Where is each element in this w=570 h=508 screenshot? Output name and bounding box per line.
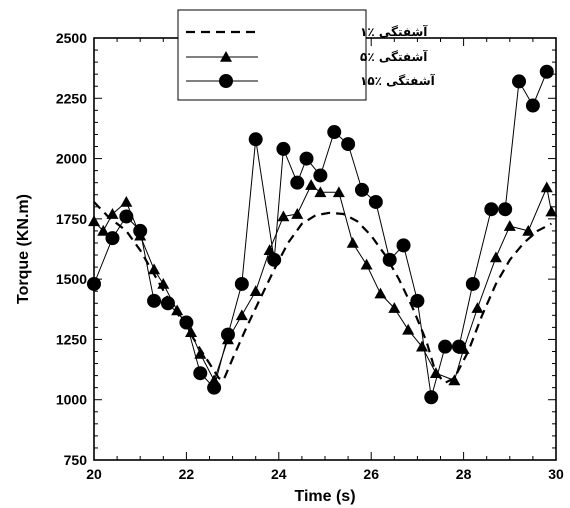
y-tick-label: 2000 bbox=[56, 151, 87, 167]
data-point bbox=[194, 347, 207, 359]
legend-label: آشفتگی ٪۵ bbox=[360, 49, 428, 64]
data-point bbox=[305, 179, 318, 190]
data-point bbox=[346, 236, 359, 248]
data-point bbox=[276, 141, 291, 156]
x-tick-label: 30 bbox=[548, 466, 564, 482]
data-point bbox=[429, 367, 442, 378]
data-point bbox=[327, 125, 342, 140]
x-tick-labels: 20 22 24 26 28 30 bbox=[86, 466, 564, 482]
y-tick-label: 1250 bbox=[56, 331, 87, 347]
data-point bbox=[341, 137, 356, 152]
x-tick-label: 24 bbox=[271, 466, 287, 482]
data-point bbox=[160, 296, 175, 311]
data-point bbox=[207, 380, 222, 395]
data-point bbox=[503, 220, 516, 231]
data-point bbox=[332, 186, 345, 198]
axis-ticks bbox=[93, 37, 557, 461]
data-point bbox=[171, 304, 184, 316]
data-point bbox=[119, 209, 134, 224]
data-point bbox=[193, 366, 208, 381]
y-axis-title: Torque (KN.m) bbox=[15, 194, 32, 304]
data-point bbox=[120, 195, 133, 207]
y-tick-label: 1000 bbox=[56, 392, 87, 408]
data-point bbox=[525, 98, 540, 113]
data-point bbox=[185, 326, 198, 337]
data-point bbox=[249, 285, 262, 296]
legend-marker bbox=[219, 74, 233, 88]
plot-frame bbox=[93, 37, 557, 461]
x-tick-label: 22 bbox=[179, 466, 195, 482]
series-line bbox=[93, 71, 548, 398]
data-point bbox=[313, 168, 328, 183]
data-point bbox=[388, 302, 401, 313]
x-tick-label: 28 bbox=[456, 466, 472, 482]
series-1 bbox=[93, 201, 552, 385]
data-point bbox=[157, 277, 170, 289]
data-point bbox=[545, 205, 558, 217]
y-tick-label: 750 bbox=[64, 452, 88, 468]
data-point bbox=[512, 74, 527, 89]
data-point bbox=[540, 181, 553, 193]
y-tick-label: 2500 bbox=[56, 30, 87, 46]
data-point bbox=[471, 302, 484, 313]
data-point bbox=[87, 276, 101, 291]
data-point bbox=[424, 390, 439, 405]
data-point bbox=[360, 258, 373, 270]
data-point bbox=[539, 64, 554, 79]
data-point bbox=[489, 251, 502, 263]
data-point bbox=[374, 287, 387, 299]
series-line bbox=[93, 201, 552, 385]
y-tick-labels: 750 1000 1250 1500 1750 2000 2250 2500 bbox=[56, 30, 87, 468]
data-point bbox=[354, 182, 369, 197]
data-point bbox=[382, 252, 397, 267]
data-point bbox=[396, 238, 411, 253]
data-point bbox=[402, 323, 415, 335]
data-point bbox=[148, 263, 161, 275]
y-tick-label: 1750 bbox=[56, 211, 87, 227]
data-point bbox=[290, 175, 305, 190]
data-point bbox=[277, 210, 290, 222]
legend-label: آشفتگی ٪۱۵ bbox=[360, 73, 436, 88]
data-point bbox=[448, 374, 461, 386]
data-point bbox=[88, 215, 100, 227]
data-point bbox=[438, 339, 453, 354]
data-point bbox=[314, 186, 327, 198]
data-point bbox=[465, 276, 480, 291]
x-tick-label: 26 bbox=[363, 466, 379, 482]
data-point bbox=[299, 151, 314, 166]
data-point bbox=[451, 339, 466, 354]
legend-label: آشفتگی ٪۱ bbox=[360, 24, 428, 39]
data-point bbox=[179, 315, 194, 330]
data-point bbox=[484, 202, 499, 217]
data-point bbox=[97, 224, 110, 236]
data-point bbox=[234, 276, 249, 291]
data-point bbox=[133, 223, 148, 238]
data-point bbox=[416, 340, 429, 352]
data-point bbox=[522, 224, 535, 236]
x-tick-label: 20 bbox=[86, 466, 102, 482]
legend-box bbox=[177, 9, 367, 101]
y-tick-label: 2250 bbox=[56, 90, 87, 106]
series-layer bbox=[87, 64, 558, 405]
data-point bbox=[248, 132, 263, 147]
series-2 bbox=[88, 179, 558, 386]
y-tick-label: 1500 bbox=[56, 271, 87, 287]
data-point bbox=[410, 293, 425, 308]
data-point bbox=[498, 202, 513, 217]
data-point bbox=[105, 231, 120, 246]
data-point bbox=[235, 309, 248, 321]
data-point bbox=[368, 194, 383, 209]
legend-marker bbox=[220, 51, 232, 62]
data-point bbox=[106, 208, 119, 219]
data-point bbox=[291, 208, 304, 219]
legend: آشفتگی ٪۱ آشفتگی ٪۵ آشفتگی ٪۱۵ bbox=[177, 9, 436, 101]
data-point bbox=[147, 293, 162, 308]
data-point bbox=[220, 327, 235, 342]
x-axis-title: Time (s) bbox=[294, 488, 355, 505]
series-3 bbox=[87, 64, 554, 405]
data-point bbox=[267, 252, 282, 267]
